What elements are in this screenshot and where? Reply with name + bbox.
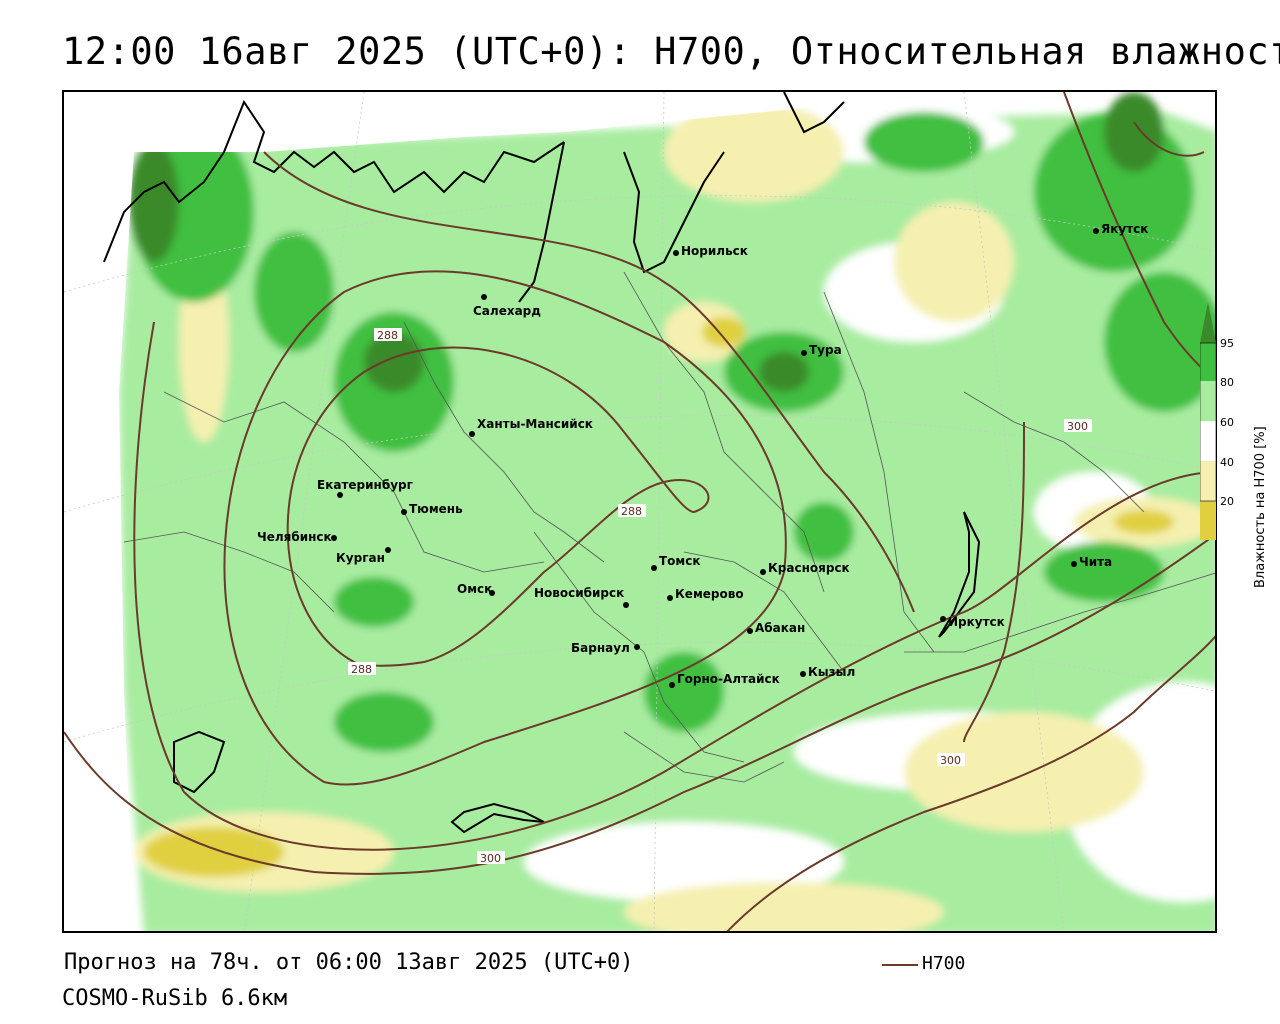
- city-salekhard: Салехард: [473, 294, 541, 318]
- legend-swatch-80: [1200, 343, 1216, 381]
- isoline-label: 300: [940, 754, 961, 767]
- isoline-label: 300: [480, 852, 501, 865]
- legend-tick: 95: [1220, 337, 1234, 350]
- isoline-label: 288: [351, 663, 372, 676]
- svg-text:Новосибирск: Новосибирск: [534, 586, 624, 600]
- svg-text:Екатеринбург: Екатеринбург: [317, 478, 413, 492]
- forecast-info: Прогноз на 78ч. от 06:00 13авг 2025 (UTC…: [64, 950, 634, 975]
- svg-text:Омск: Омск: [457, 582, 492, 596]
- city-chita: Чита: [1071, 555, 1112, 569]
- legend-swatch-0: [1200, 501, 1216, 540]
- city-irkutsk: Иркутск: [940, 615, 1005, 629]
- svg-text:Барнаул: Барнаул: [571, 641, 630, 655]
- city-krasnoyarsk: Красноярск: [760, 561, 850, 575]
- city-tyumen: Тюмень: [401, 502, 463, 516]
- svg-text:Норильск: Норильск: [681, 244, 748, 258]
- legend-swatch-40: [1200, 421, 1216, 461]
- city-khanty-mansiysk: Ханты-Мансийск: [469, 417, 593, 437]
- legend-tick: 80: [1220, 376, 1234, 389]
- isoline-label: 288: [621, 505, 642, 518]
- city-tura: Тура: [801, 343, 842, 357]
- region-borders: [123, 271, 1215, 783]
- legend-tick: 40: [1220, 456, 1234, 469]
- city-chelyabinsk: Челябинск: [257, 530, 337, 544]
- svg-text:Челябинск: Челябинск: [257, 530, 332, 544]
- coastline: [103, 92, 981, 834]
- map-title: 12:00 16авг 2025 (UTC+0): H700, Относите…: [62, 30, 1280, 73]
- h700-isolines: [64, 92, 1215, 931]
- city-norilsk: Норильск: [673, 244, 748, 258]
- legend-tick: 60: [1220, 416, 1234, 429]
- svg-text:Тура: Тура: [809, 343, 842, 357]
- svg-text:Курган: Курган: [336, 551, 385, 565]
- city-markers: Норильск Якутск Салехард Тура Ханты-Манс…: [257, 222, 1148, 688]
- legend-title: Влажность на H700 [%]: [1253, 426, 1268, 588]
- isoline-label: 288: [377, 329, 398, 342]
- city-abakan: Абакан: [747, 621, 805, 635]
- svg-text:Горно-Алтайск: Горно-Алтайск: [677, 672, 780, 686]
- legend-tick: 20: [1220, 495, 1234, 508]
- contour-line-swatch: [882, 964, 918, 966]
- humidity-legend: 95 80 60 40 20 Влажность на H700 [%]: [1199, 300, 1280, 600]
- contour-legend-label: H700: [922, 953, 966, 974]
- humidity-map: 288 288 288 300 300 300 Норильск Якутск …: [62, 90, 1217, 933]
- map-canvas: 288 288 288 300 300 300 Норильск Якутск …: [64, 92, 1215, 931]
- city-kyzyl: Кызыл: [800, 665, 855, 679]
- svg-text:Абакан: Абакан: [755, 621, 805, 635]
- svg-text:Красноярск: Красноярск: [768, 561, 850, 575]
- city-yakutsk: Якутск: [1093, 222, 1148, 236]
- city-tomsk: Томск: [651, 554, 701, 571]
- city-novosibirsk: Новосибирск: [534, 586, 629, 608]
- svg-text:Тюмень: Тюмень: [409, 502, 463, 516]
- city-omsk: Омск: [457, 582, 495, 596]
- contour-legend: H700: [882, 953, 992, 977]
- city-kemerovo: Кемерово: [667, 587, 744, 601]
- legend-colorbar: 95 80 60 40 20 Влажность на H700 [%]: [1199, 302, 1268, 588]
- legend-arrow-top: [1200, 302, 1216, 343]
- city-kurgan: Курган: [336, 547, 391, 565]
- isoline-labels: 288 288 288 300 300 300: [348, 328, 1092, 865]
- city-gorno-altaysk: Горно-Алтайск: [669, 672, 780, 688]
- humidity-field: [119, 92, 1215, 931]
- svg-text:Салехард: Салехард: [473, 304, 541, 318]
- legend-swatch-60: [1200, 381, 1216, 421]
- svg-text:Кызыл: Кызыл: [808, 665, 855, 679]
- svg-text:Кемерово: Кемерово: [675, 587, 744, 601]
- svg-text:Иркутск: Иркутск: [948, 615, 1005, 629]
- model-name: COSMO-RuSib 6.6км: [62, 986, 288, 1011]
- legend-swatch-20: [1200, 461, 1216, 501]
- svg-text:Томск: Томск: [659, 554, 701, 568]
- isoline-label: 300: [1067, 420, 1088, 433]
- city-barnaul: Барнаул: [571, 641, 640, 655]
- svg-text:Чита: Чита: [1079, 555, 1112, 569]
- svg-text:Якутск: Якутск: [1101, 222, 1148, 236]
- graticule: [64, 92, 1215, 931]
- svg-text:Ханты-Мансийск: Ханты-Мансийск: [477, 417, 593, 431]
- city-yekaterinburg: Екатеринбург: [317, 478, 413, 498]
